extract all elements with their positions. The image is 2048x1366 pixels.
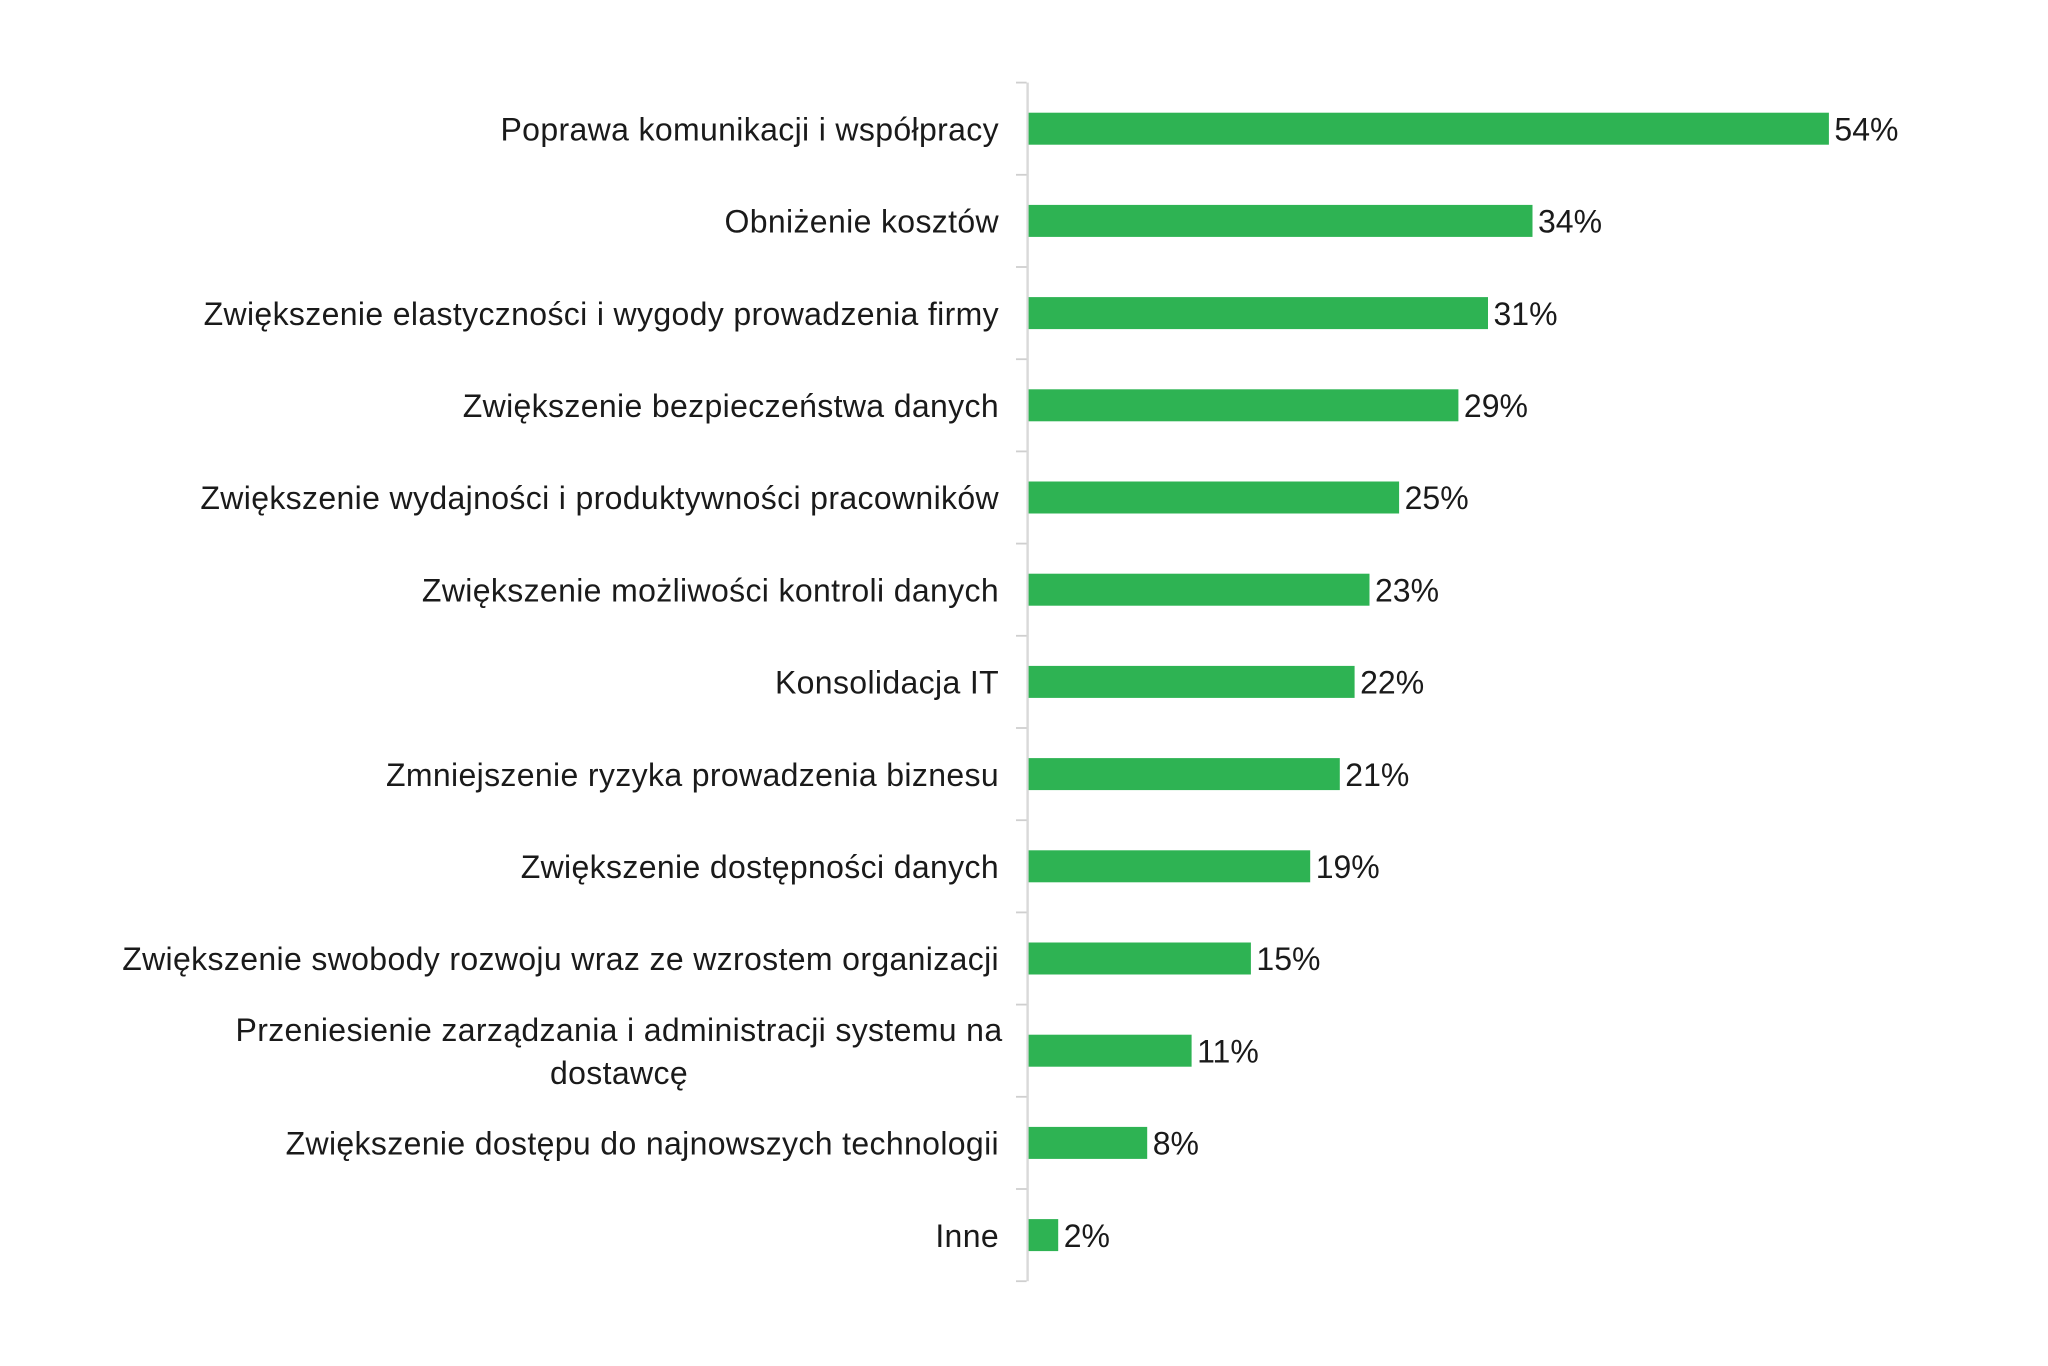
svg-text:19%: 19% — [1316, 849, 1380, 885]
svg-text:22%: 22% — [1360, 665, 1424, 701]
svg-text:2%: 2% — [1064, 1218, 1110, 1254]
svg-text:29%: 29% — [1464, 388, 1528, 424]
svg-text:Zwiększenie dostępności danych: Zwiększenie dostępności danych — [521, 849, 999, 885]
svg-text:Konsolidacja IT: Konsolidacja IT — [775, 665, 999, 701]
svg-text:Przeniesienie zarządzania i ad: Przeniesienie zarządzania i administracj… — [236, 1012, 1003, 1048]
svg-text:Inne: Inne — [935, 1218, 999, 1254]
svg-text:8%: 8% — [1153, 1126, 1199, 1162]
svg-text:21%: 21% — [1345, 757, 1409, 793]
svg-text:Poprawa komunikacji i współpra: Poprawa komunikacji i współpracy — [500, 111, 999, 147]
svg-text:34%: 34% — [1538, 204, 1602, 240]
svg-text:Zwiększenie bezpieczeństwa dan: Zwiększenie bezpieczeństwa danych — [463, 388, 999, 424]
svg-text:31%: 31% — [1494, 296, 1558, 332]
svg-text:11%: 11% — [1197, 1033, 1259, 1069]
svg-text:Zwiększenie dostępu do najnows: Zwiększenie dostępu do najnowszych techn… — [286, 1126, 999, 1162]
svg-text:54%: 54% — [1834, 111, 1898, 147]
svg-text:Zwiększenie wydajności i produ: Zwiększenie wydajności i produktywności … — [200, 480, 999, 516]
svg-text:23%: 23% — [1375, 572, 1439, 608]
svg-text:25%: 25% — [1405, 480, 1469, 516]
svg-text:Zwiększenie elastyczności i wy: Zwiększenie elastyczności i wygody prowa… — [204, 296, 999, 332]
svg-text:15%: 15% — [1256, 941, 1320, 977]
svg-text:Obniżenie kosztów: Obniżenie kosztów — [724, 204, 999, 240]
svg-text:dostawcę: dostawcę — [550, 1055, 688, 1091]
svg-text:Zwiększenie możliwości kontrol: Zwiększenie możliwości kontroli danych — [422, 572, 999, 608]
svg-text:Zmniejszenie ryzyka prowadzeni: Zmniejszenie ryzyka prowadzenia biznesu — [386, 757, 999, 793]
svg-text:Zwiększenie swobody rozwoju wr: Zwiększenie swobody rozwoju wraz ze wzro… — [122, 941, 999, 977]
